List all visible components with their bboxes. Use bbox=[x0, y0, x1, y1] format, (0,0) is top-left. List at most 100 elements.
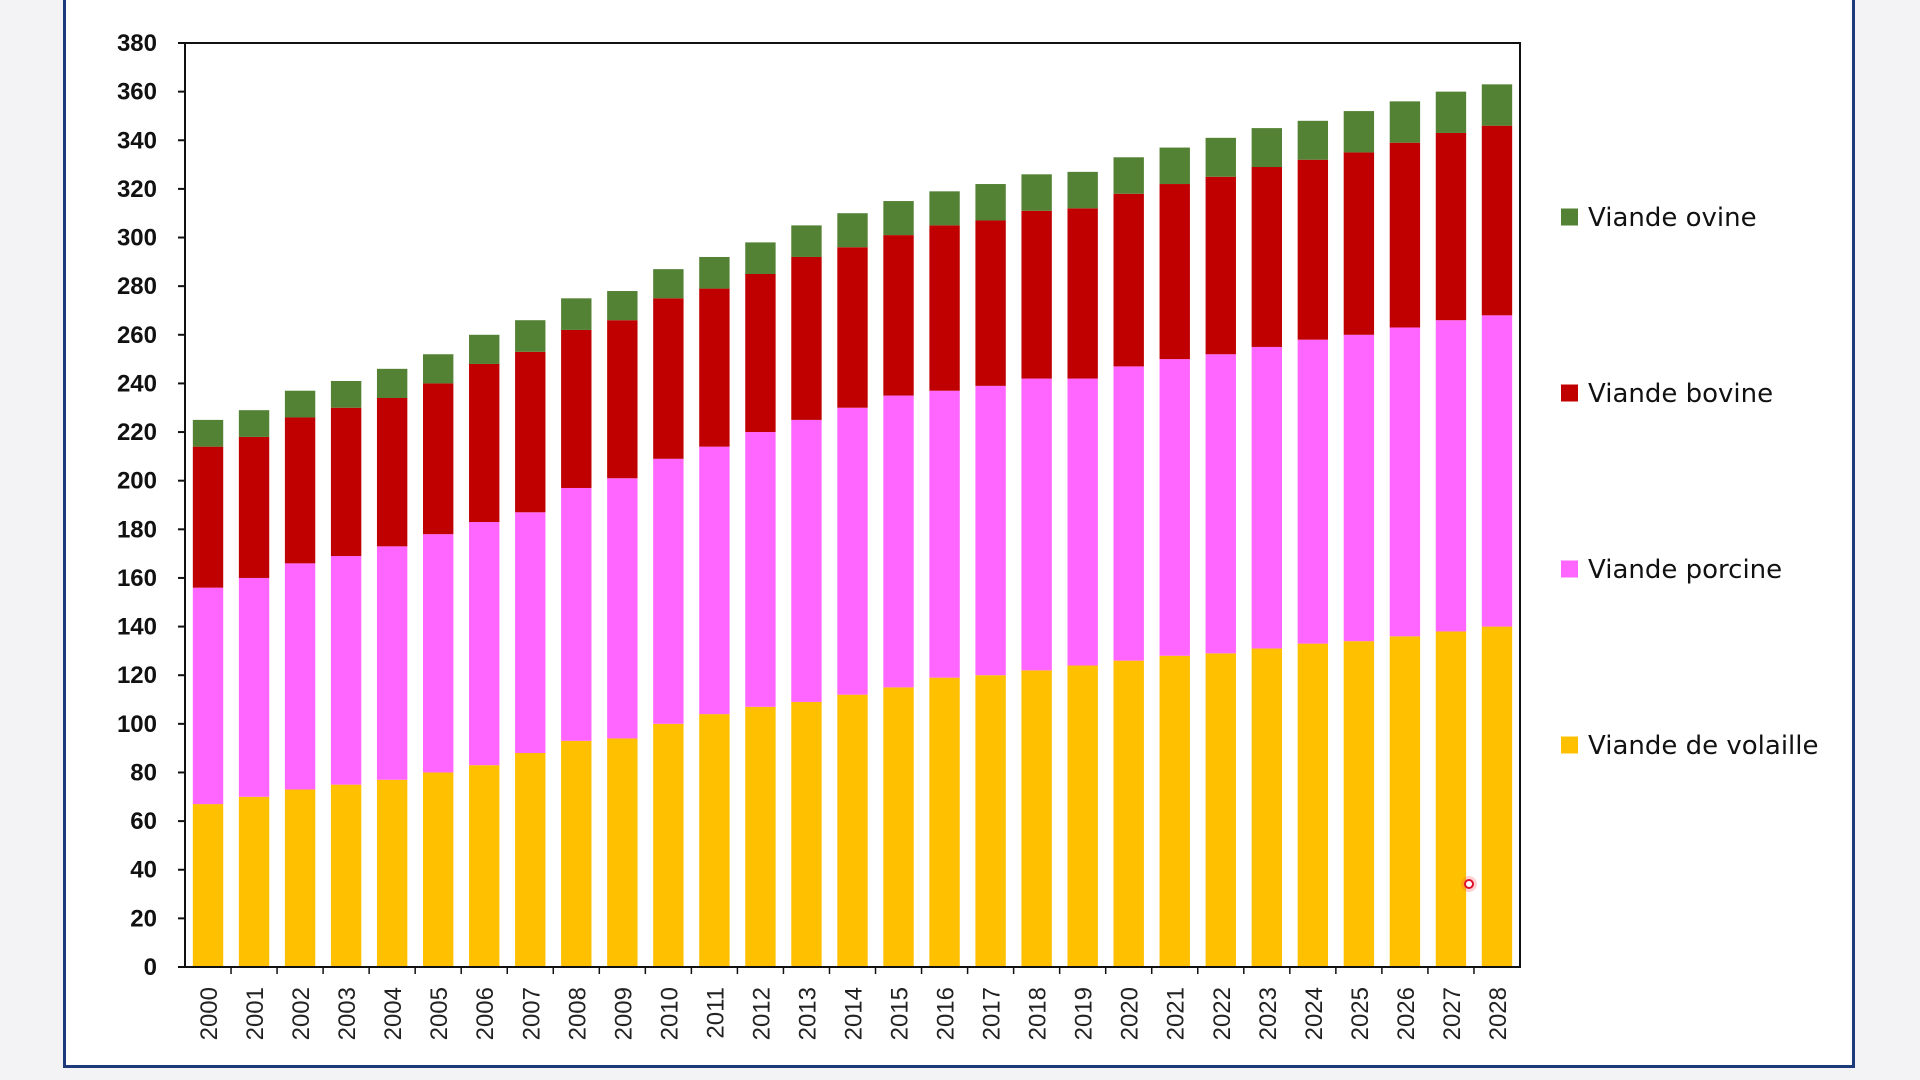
bar-viande-de-volaille-2009 bbox=[607, 738, 638, 967]
bar-viande-porcine-2006 bbox=[469, 522, 500, 766]
bar-viande-ovine-2018 bbox=[1021, 174, 1052, 211]
bar-viande-porcine-2028 bbox=[1481, 315, 1513, 627]
bar-viande-de-volaille-2001 bbox=[238, 796, 270, 967]
y-tick-label-220: 220 bbox=[117, 419, 157, 446]
bar-viande-porcine-2024 bbox=[1297, 339, 1329, 644]
bar-viande-ovine-2003 bbox=[330, 380, 362, 408]
bar-viande-ovine-2010 bbox=[653, 269, 684, 299]
x-tick-label-2002: 2002 bbox=[288, 987, 315, 1040]
x-tick-label-2023: 2023 bbox=[1255, 987, 1282, 1040]
bar-viande-porcine-2008 bbox=[561, 487, 592, 741]
x-tick-label-2005: 2005 bbox=[426, 987, 453, 1040]
bar-viande-bovine-2018 bbox=[1021, 210, 1052, 379]
y-tick-label-100: 100 bbox=[117, 711, 157, 738]
y-tick-label-0: 0 bbox=[144, 954, 157, 981]
bar-viande-ovine-2013 bbox=[791, 225, 822, 257]
bar-viande-de-volaille-2019 bbox=[1067, 665, 1098, 967]
y-tick-label-320: 320 bbox=[117, 176, 157, 203]
bar-viande-de-volaille-2024 bbox=[1297, 643, 1329, 967]
bar-viande-ovine-2012 bbox=[745, 242, 776, 274]
x-tick-label-2022: 2022 bbox=[1209, 987, 1236, 1040]
x-tick-label-2026: 2026 bbox=[1393, 987, 1420, 1040]
bar-viande-ovine-2017 bbox=[975, 184, 1006, 221]
x-tick-label-2008: 2008 bbox=[564, 987, 591, 1040]
x-tick-label-2027: 2027 bbox=[1439, 987, 1466, 1040]
y-tick-label-380: 380 bbox=[117, 30, 157, 57]
bar-viande-porcine-2020 bbox=[1113, 366, 1144, 661]
y-tick-label-240: 240 bbox=[117, 370, 157, 397]
bar-viande-porcine-2011 bbox=[699, 446, 730, 715]
bar-viande-porcine-2027 bbox=[1435, 320, 1467, 632]
x-tick-label-2015: 2015 bbox=[887, 987, 914, 1040]
bar-viande-bovine-2005 bbox=[423, 383, 454, 535]
bar-viande-de-volaille-2003 bbox=[330, 784, 362, 967]
x-tick-label-2006: 2006 bbox=[472, 987, 499, 1040]
y-tick-label-140: 140 bbox=[117, 614, 157, 641]
bar-viande-ovine-2016 bbox=[929, 191, 960, 226]
x-tick-label-2019: 2019 bbox=[1071, 987, 1098, 1040]
x-tick-label-2012: 2012 bbox=[748, 987, 775, 1040]
bar-viande-de-volaille-2000 bbox=[192, 804, 224, 967]
bar-viande-ovine-2027 bbox=[1435, 91, 1467, 133]
bar-viande-de-volaille-2012 bbox=[745, 706, 776, 967]
chart-svg: 0 20 40 60 80 100 120 140 160 180 200 220 240 260 280 3… bbox=[117, 30, 1819, 1040]
y-tick-label-260: 260 bbox=[117, 322, 157, 349]
bar-viande-de-volaille-2007 bbox=[515, 753, 546, 967]
bar-viande-de-volaille-2023 bbox=[1251, 648, 1282, 967]
bar-viande-bovine-2025 bbox=[1343, 152, 1375, 335]
bar-viande-ovine-2025 bbox=[1343, 111, 1375, 153]
bar-viande-porcine-2002 bbox=[284, 563, 316, 790]
bar-viande-bovine-2027 bbox=[1435, 132, 1467, 321]
bar-viande-de-volaille-2022 bbox=[1205, 653, 1236, 967]
bar-viande-porcine-2003 bbox=[330, 556, 362, 785]
bar-viande-de-volaille-2026 bbox=[1389, 636, 1421, 967]
bar-viande-de-volaille-2002 bbox=[284, 789, 316, 967]
bar-viande-bovine-2007 bbox=[515, 351, 546, 513]
bar-viande-bovine-2024 bbox=[1297, 159, 1329, 340]
bar-viande-porcine-2018 bbox=[1021, 378, 1052, 671]
bars-layer bbox=[192, 84, 1513, 967]
legend-label-viande-porcine: Viande porcine bbox=[1588, 555, 1782, 585]
bar-viande-ovine-2024 bbox=[1297, 120, 1329, 160]
y-tick-label-200: 200 bbox=[117, 468, 157, 495]
bar-viande-ovine-2015 bbox=[883, 201, 914, 236]
x-tick-label-2020: 2020 bbox=[1117, 987, 1144, 1040]
x-tick-label-2001: 2001 bbox=[242, 987, 269, 1040]
bar-viande-ovine-2014 bbox=[837, 213, 868, 248]
y-tick-label-120: 120 bbox=[117, 662, 157, 689]
x-tick-label-2024: 2024 bbox=[1301, 987, 1328, 1040]
bar-viande-bovine-2013 bbox=[791, 256, 822, 420]
bar-viande-bovine-2021 bbox=[1159, 184, 1190, 360]
x-tick-label-2009: 2009 bbox=[610, 987, 637, 1040]
y-tick-label-160: 160 bbox=[117, 565, 157, 592]
bar-viande-bovine-2012 bbox=[745, 274, 776, 433]
bar-viande-ovine-2022 bbox=[1205, 137, 1236, 177]
x-tick-label-2010: 2010 bbox=[656, 987, 683, 1040]
bar-viande-ovine-2019 bbox=[1067, 171, 1098, 209]
legend-label-viande-bovine: Viande bovine bbox=[1588, 379, 1773, 409]
bar-viande-ovine-2004 bbox=[376, 368, 408, 399]
bar-viande-bovine-2009 bbox=[607, 320, 638, 479]
y-tick-label-180: 180 bbox=[117, 516, 157, 543]
bar-viande-porcine-2010 bbox=[653, 458, 684, 724]
bar-viande-bovine-2002 bbox=[284, 417, 316, 564]
bar-viande-de-volaille-2020 bbox=[1113, 660, 1144, 967]
bar-viande-porcine-2017 bbox=[975, 385, 1006, 676]
y-tick-label-80: 80 bbox=[130, 759, 157, 786]
legend-label-viande-de-volaille: Viande de volaille bbox=[1588, 731, 1819, 761]
bar-viande-porcine-2013 bbox=[791, 419, 822, 702]
legend-swatch-viande-de-volaille bbox=[1561, 736, 1578, 754]
y-tick-label-360: 360 bbox=[117, 79, 157, 106]
x-tick-label-2016: 2016 bbox=[933, 987, 960, 1040]
bar-viande-porcine-2014 bbox=[837, 407, 868, 695]
chart-frame: 0 20 40 60 80 100 120 140 160 180 200 220 240 260 280 3… bbox=[63, 0, 1855, 1068]
x-tick-label-2007: 2007 bbox=[518, 987, 545, 1040]
bar-viande-porcine-2023 bbox=[1251, 346, 1282, 649]
bar-viande-bovine-2008 bbox=[561, 329, 592, 488]
bar-viande-ovine-2008 bbox=[561, 298, 592, 330]
y-tick-label-300: 300 bbox=[117, 225, 157, 252]
bar-viande-bovine-2014 bbox=[837, 247, 868, 408]
x-tick-label-2018: 2018 bbox=[1025, 987, 1052, 1040]
bar-viande-porcine-2004 bbox=[376, 546, 408, 780]
bar-viande-porcine-2021 bbox=[1159, 359, 1190, 656]
